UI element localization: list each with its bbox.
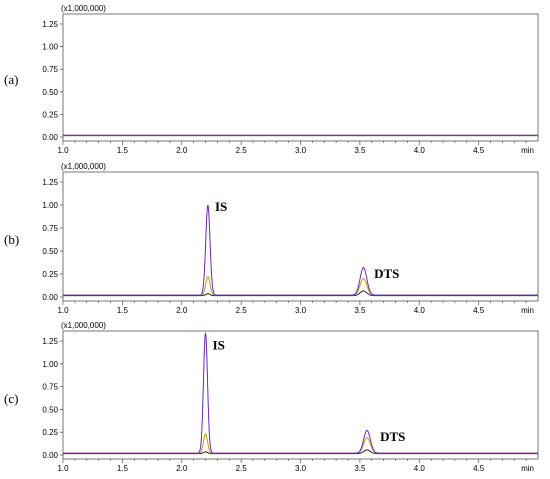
panel-label: (b) (4, 232, 19, 247)
x-tick-label: 3.5 (354, 306, 366, 315)
y-tick-label: 1.00 (42, 360, 58, 369)
y-tick-label: 0.50 (42, 247, 58, 256)
x-tick-label: 2.0 (176, 146, 188, 155)
trace-magenta (63, 332, 538, 454)
chart-panel-1: (x1,000,000) 0.00 0.25 0.50 0.75 1.00 1.25 1.0 1… (4, 4, 539, 155)
y-tick-label: 1.00 (42, 43, 58, 52)
x-tick-label: 2.0 (176, 464, 188, 473)
y-tick-label: 1.25 (42, 20, 58, 29)
axis-scale-label: (x1,000,000) (61, 321, 106, 330)
x-tick-label: 3.0 (295, 146, 307, 155)
x-tick-label: min (521, 146, 534, 155)
y-tick-label: 0.50 (42, 88, 58, 97)
trace-olive (63, 433, 538, 454)
x-tick-label: 4.0 (414, 464, 426, 473)
chart-panel-2: (x1,000,000) 0.00 0.25 0.50 0.75 1.00 1.25 1.0 1… (4, 162, 539, 315)
y-tick-label: 0.75 (42, 383, 58, 392)
axis-scale-label: (x1,000,000) (61, 162, 106, 171)
x-tick-label: 1.0 (57, 306, 69, 315)
x-tick-label: 2.5 (236, 306, 248, 315)
x-tick-label: 1.5 (117, 464, 129, 473)
y-tick-label: 0.25 (42, 110, 58, 119)
x-tick-label: 1.5 (117, 306, 129, 315)
y-tick-label: 0.50 (42, 405, 58, 414)
x-tick-label: 2.0 (176, 306, 188, 315)
plot-frame (62, 330, 539, 460)
y-tick-label: 1.25 (42, 337, 58, 346)
x-tick-label: 4.0 (414, 146, 426, 155)
y-tick-label: 1.00 (42, 201, 58, 210)
y-tick-label: 0.75 (42, 65, 58, 74)
plot-frame (62, 13, 539, 142)
peak-label: DTS (374, 266, 399, 281)
x-tick-label: 1.0 (57, 464, 69, 473)
y-tick-label: 0.00 (42, 293, 58, 302)
x-tick-label: 3.0 (295, 306, 307, 315)
panel-label: (c) (4, 391, 18, 406)
peak-label: DTS (380, 429, 405, 444)
trace-magenta (63, 205, 538, 296)
trace-olive (63, 276, 538, 296)
x-tick-label: 3.5 (354, 146, 366, 155)
x-tick-label: min (521, 464, 534, 473)
chart-panel-3: (x1,000,000) 0.00 0.25 0.50 0.75 1.00 1.25 1.0 1… (4, 321, 539, 473)
x-tick-label: 1.5 (117, 146, 129, 155)
x-tick-label: 3.5 (354, 464, 366, 473)
x-tick-label: 2.5 (236, 464, 248, 473)
y-tick-label: 0.75 (42, 224, 58, 233)
trace-blue (63, 332, 538, 454)
x-tick-label: min (521, 306, 534, 315)
y-tick-label: 0.25 (42, 270, 58, 279)
x-tick-label: 4.5 (473, 464, 485, 473)
trace-blue (63, 205, 538, 296)
x-tick-label: 1.0 (57, 146, 69, 155)
y-tick-label: 0.25 (42, 428, 58, 437)
y-tick-label: 0.00 (42, 451, 58, 460)
x-tick-label: 3.0 (295, 464, 307, 473)
y-tick-label: 1.25 (42, 178, 58, 187)
x-tick-label: 4.5 (473, 306, 485, 315)
x-tick-label: 4.0 (414, 306, 426, 315)
peak-label: IS (215, 199, 227, 214)
plot-frame (62, 171, 539, 302)
peak-label: IS (213, 338, 225, 353)
y-tick-label: 0.00 (42, 133, 58, 142)
panel-label: (a) (4, 72, 18, 87)
axis-scale-label: (x1,000,000) (61, 4, 106, 13)
x-tick-label: 2.5 (236, 146, 248, 155)
x-tick-label: 4.5 (473, 146, 485, 155)
